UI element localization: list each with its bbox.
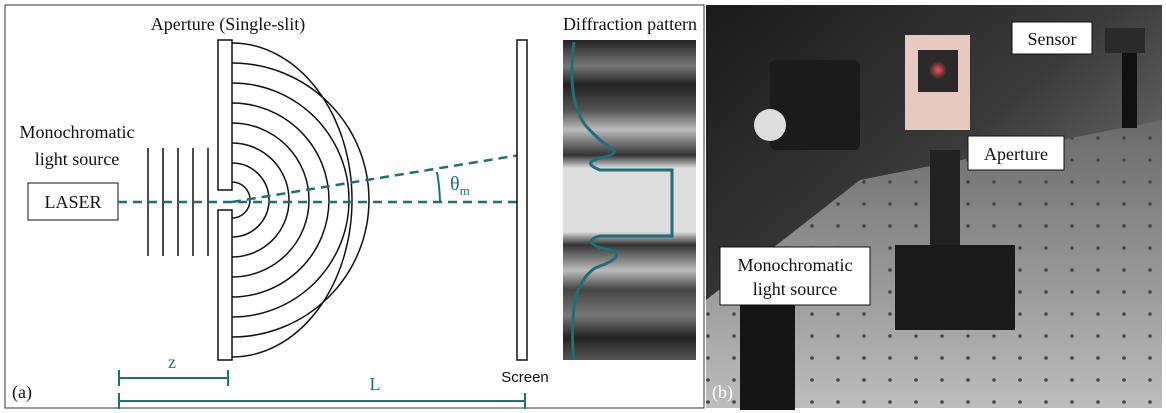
panel-label: (b) [712, 382, 733, 403]
source-label: Monochromatic [20, 122, 135, 142]
aperture-title: Aperture (Single-slit) [151, 14, 305, 35]
aperture-post [930, 150, 960, 260]
source-label: Monochromatic [738, 255, 853, 275]
sensor-device [1105, 28, 1145, 53]
aperture-plate [218, 210, 232, 360]
panel-label: (a) [12, 382, 32, 403]
aperture-label: Aperture [984, 144, 1048, 164]
diffraction-pattern [563, 40, 696, 360]
translation-stage [895, 245, 1015, 330]
laser-label: LASER [44, 192, 101, 212]
pattern-title: Diffraction pattern [563, 14, 697, 34]
l-label: L [370, 374, 381, 394]
angle-symbol: θ [450, 173, 460, 195]
source-label: light source [35, 149, 119, 169]
z-label: z [168, 352, 176, 372]
source-label: light source [753, 279, 837, 299]
sensor-post [1122, 53, 1137, 128]
sensor-label: Sensor [1028, 29, 1077, 49]
laser-spot [929, 61, 947, 79]
angle-subscript: m [460, 183, 470, 198]
laser-head [754, 109, 786, 141]
figure: Aperture (Single-slit) Diffraction patte… [0, 0, 1166, 413]
screen [517, 40, 527, 360]
screen-label: Screen [501, 369, 549, 386]
laser-mount [770, 60, 860, 150]
aperture-plate [218, 40, 232, 190]
